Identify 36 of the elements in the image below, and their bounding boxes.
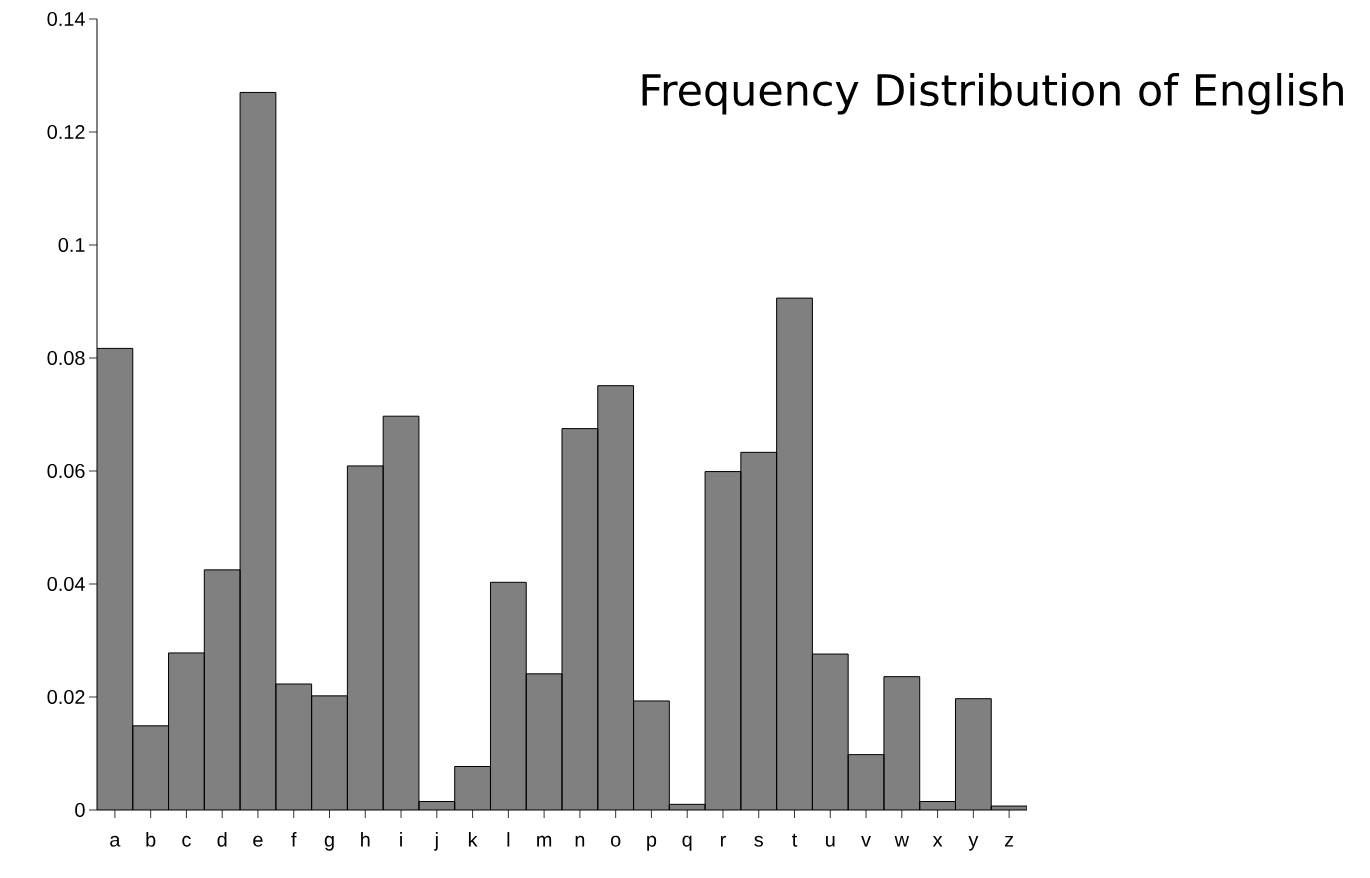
x-tick-label: n <box>575 835 585 847</box>
x-tick-label: g <box>324 835 334 851</box>
x-tick-label: z <box>1004 835 1014 847</box>
x-tick-label: s <box>754 835 763 847</box>
y-tick-label: 0.1 <box>58 237 85 253</box>
x-tick-label: c <box>182 835 191 847</box>
y-tick-label: 0.04 <box>47 576 85 592</box>
y-tick-label: 0.14 <box>47 11 85 27</box>
y-tick-label: 0.12 <box>47 124 85 140</box>
y-tick-label: 0.02 <box>47 689 85 705</box>
x-tick-label: h <box>361 832 370 847</box>
x-tick-label: w <box>894 835 910 847</box>
x-tick-label: m <box>537 835 552 847</box>
x-tick-label: k <box>468 832 478 847</box>
x-tick-label: v <box>861 835 871 847</box>
x-tick-label: p <box>647 835 657 851</box>
x-tick-label: q <box>682 835 692 851</box>
x-tick-label: o <box>610 835 621 847</box>
y-tick-label: 0.08 <box>47 350 85 366</box>
x-tick-label: b <box>146 832 156 847</box>
x-tick-label: t <box>792 833 798 847</box>
x-tick-label: u <box>826 835 835 847</box>
text: Frequency Distribution of English <box>642 72 1343 115</box>
y-tick-label: 0 <box>75 802 85 818</box>
x-tick-label: a <box>110 835 121 847</box>
x-tick-label: x <box>932 835 943 847</box>
x-tick-label: i <box>400 832 402 847</box>
x-tick-label: r <box>720 835 726 847</box>
x-tick-label: f <box>291 832 297 847</box>
x-tick-label: j <box>434 832 438 851</box>
bar <box>705 471 741 810</box>
x-tick-label: e <box>253 835 263 847</box>
x-tick-label: d <box>217 832 227 847</box>
y-tick-label: 0.06 <box>47 463 85 479</box>
x-tick-label: l <box>507 832 510 847</box>
x-tick-label: y <box>968 835 979 851</box>
